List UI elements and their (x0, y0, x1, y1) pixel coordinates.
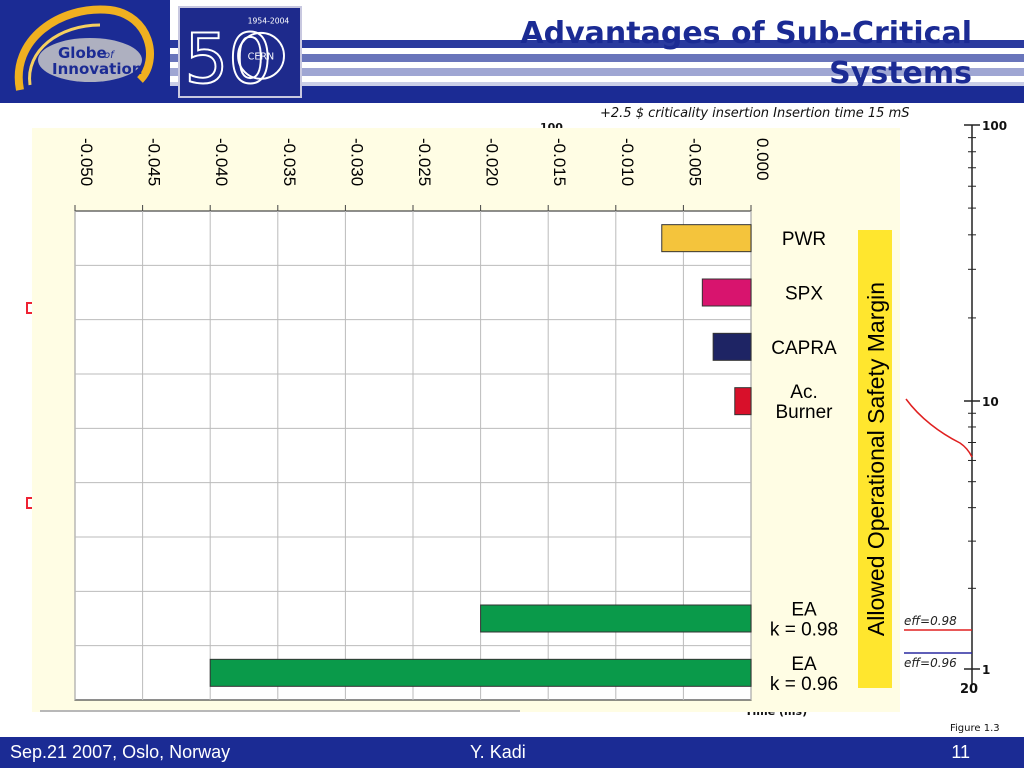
x-tick-label: -0.020 (483, 138, 502, 186)
cern-logo-number: 50 (185, 20, 273, 98)
reactivity-margin-chart: -0.050 -0.045 -0.040 -0.035 -0.030 -0.025 -0.0… (32, 128, 900, 712)
time-chart-figure-label: Figure 1.3 (950, 723, 1000, 734)
footer-date-location: Sep.21 2007, Oslo, Norway (10, 742, 231, 762)
x-tick-label: 0.000 (753, 138, 772, 181)
chart-grid (74, 205, 752, 701)
category-label: Ac. (790, 382, 817, 403)
series-label-keff-096: eff=0.96 (904, 656, 957, 670)
bar-ea (480, 604, 752, 633)
footer-author: Y. Kadi (470, 742, 526, 762)
x-tick-label: -0.010 (618, 138, 637, 186)
cern-logo-years: 1954-2004 (248, 16, 290, 25)
x-tick-label: -0.045 (145, 138, 164, 186)
x-tick-label: -0.030 (347, 138, 366, 186)
footer: Sep.21 2007, Oslo, Norway Y. Kadi 11 (0, 737, 1024, 768)
bar-capra (712, 332, 752, 361)
x-tick-label: -0.050 (77, 138, 96, 186)
bullet-marker (26, 302, 36, 314)
category-label: EA (791, 600, 817, 621)
header-stripe (0, 68, 1024, 76)
time-chart-title: +2.5 $ criticality insertion Insertion t… (600, 106, 910, 121)
safety-margin-label: Allowed Operational Safety Margin (863, 282, 889, 636)
header: Globe of Innovation 1954-2004 50 CERN Ad… (0, 0, 1024, 103)
safety-margin-banner (858, 230, 892, 688)
globe-of-innovation-logo: Globe of Innovation (0, 0, 170, 103)
category-label: k = 0.98 (770, 620, 838, 641)
slide-title: Advantages of Sub-Critical Systems (452, 14, 972, 94)
category-label: Burner (775, 402, 833, 423)
time-chart-x-tick-20: 20 (960, 682, 978, 697)
category-label: CAPRA (771, 338, 837, 359)
cern-logo-name: CERN (248, 52, 274, 63)
bar-ac (734, 387, 752, 416)
x-tick-label: -0.005 (685, 138, 704, 186)
series-curve (905, 398, 973, 458)
category-label: PWR (782, 229, 826, 250)
footer-page-number: 11 (951, 742, 970, 762)
cern-50-logo: 1954-2004 50 CERN (178, 6, 302, 98)
bar-pwr (661, 224, 752, 253)
header-stripe (0, 40, 1024, 48)
category-label: k = 0.96 (770, 674, 838, 695)
category-label: EA (791, 654, 817, 675)
bullet-marker (26, 497, 36, 509)
bar-spx (701, 278, 752, 307)
chart-shadow (40, 710, 520, 712)
x-tick-label: -0.025 (415, 138, 434, 186)
x-tick-label: -0.040 (212, 138, 231, 186)
x-tick-labels: -0.050 -0.045 -0.040 -0.035 -0.030 -0.025 -0.0… (77, 138, 772, 186)
header-stripe (0, 54, 1024, 62)
bars (209, 224, 752, 687)
y-tick-label: 10 (982, 395, 999, 409)
y-tick-label: 1 (982, 663, 990, 677)
category-label: SPX (785, 284, 823, 305)
slide-title-line1: Advantages of Sub-Critical (520, 16, 972, 51)
time-chart-ticks: 100 10 1 (964, 119, 1007, 677)
slide-title-line2: Systems (829, 56, 972, 91)
y-tick-label: 100 (982, 119, 1007, 133)
x-tick-label: -0.015 (550, 138, 569, 186)
bar-ea (209, 658, 752, 687)
x-tick-label: -0.035 (280, 138, 299, 186)
globe-logo-line2: Innovation (52, 60, 142, 78)
series-label-keff-098: eff=0.98 (904, 614, 957, 628)
globe-logo-of: of (104, 50, 115, 61)
globe-logo-line1: Globe (58, 44, 107, 62)
